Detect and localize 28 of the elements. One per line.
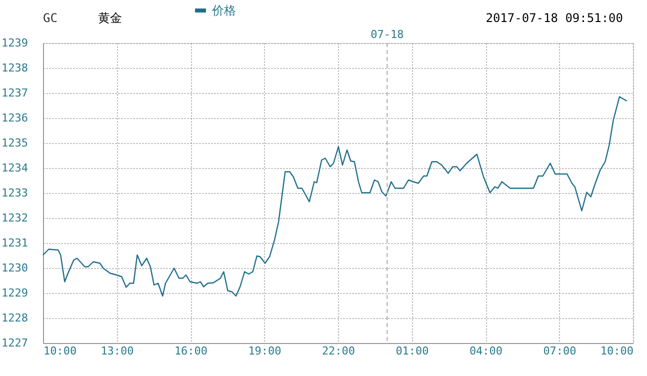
y-tick-label: 1234 [2,162,28,174]
ref-line-label: 07-18 [370,28,404,41]
x-tick-label: 01:00 [396,344,429,358]
x-tick-label: 10:00 [600,344,634,358]
y-tick-label: 1228 [2,312,28,324]
line-series [42,96,628,297]
y-tick-label: 1237 [2,86,28,100]
x-tick-label: 04:00 [469,344,503,358]
chart-subtitle: 黄金 [98,11,122,25]
y-tick-label: 1236 [2,112,28,124]
x-tick-label: 13:00 [100,344,134,358]
legend-label: 价格 [211,4,236,18]
chart-title: GC [43,11,58,25]
y-tick-label: 1235 [2,136,28,150]
x-tick-label: 10:00 [44,344,77,358]
x-tick-label: 19:00 [248,344,282,358]
y-tick-label: 1239 [2,36,28,50]
x-tick-label: 16:00 [174,344,208,358]
y-tick-label: 1230 [2,262,28,274]
y-tick-label: 1232 [2,212,28,224]
text: 2017-07-18 09:51:00 [486,11,623,25]
y-tick-label: 1231 [2,236,28,250]
x-tick-label: 07:00 [543,344,576,358]
y-tick-label: 1227 [2,336,28,350]
y-tick-label: 1238 [2,62,28,74]
y-tick-label: 1233 [2,186,28,200]
y-tick-label: 1229 [2,286,28,300]
x-tick-label: 22:00 [322,344,356,358]
